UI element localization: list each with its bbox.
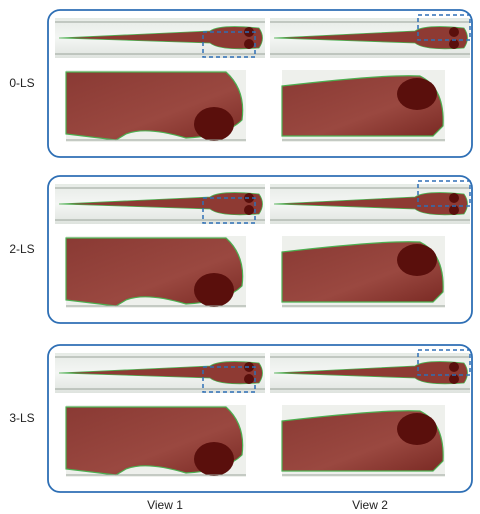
- eye: [244, 39, 254, 49]
- row-label: 3-LS: [9, 411, 34, 425]
- eye: [244, 374, 254, 384]
- eye: [194, 107, 234, 141]
- eye: [397, 244, 437, 276]
- column-label: View 1: [147, 498, 183, 512]
- figure: View 1 View 2 0-LS 2-LS 3-LS: [0, 0, 480, 514]
- row-panel: 2-LS: [9, 176, 472, 323]
- eye: [449, 27, 459, 37]
- eye: [244, 205, 254, 215]
- eye: [194, 273, 234, 307]
- eye: [449, 193, 459, 203]
- row-label: 0-LS: [9, 76, 34, 90]
- eye: [397, 413, 437, 445]
- eye: [449, 362, 459, 372]
- column-label: View 2: [352, 498, 388, 512]
- eye: [194, 442, 234, 476]
- row-panel: 0-LS: [9, 10, 472, 157]
- eye: [397, 78, 437, 110]
- row-panel: 3-LS: [9, 345, 472, 492]
- row-label: 2-LS: [9, 242, 34, 256]
